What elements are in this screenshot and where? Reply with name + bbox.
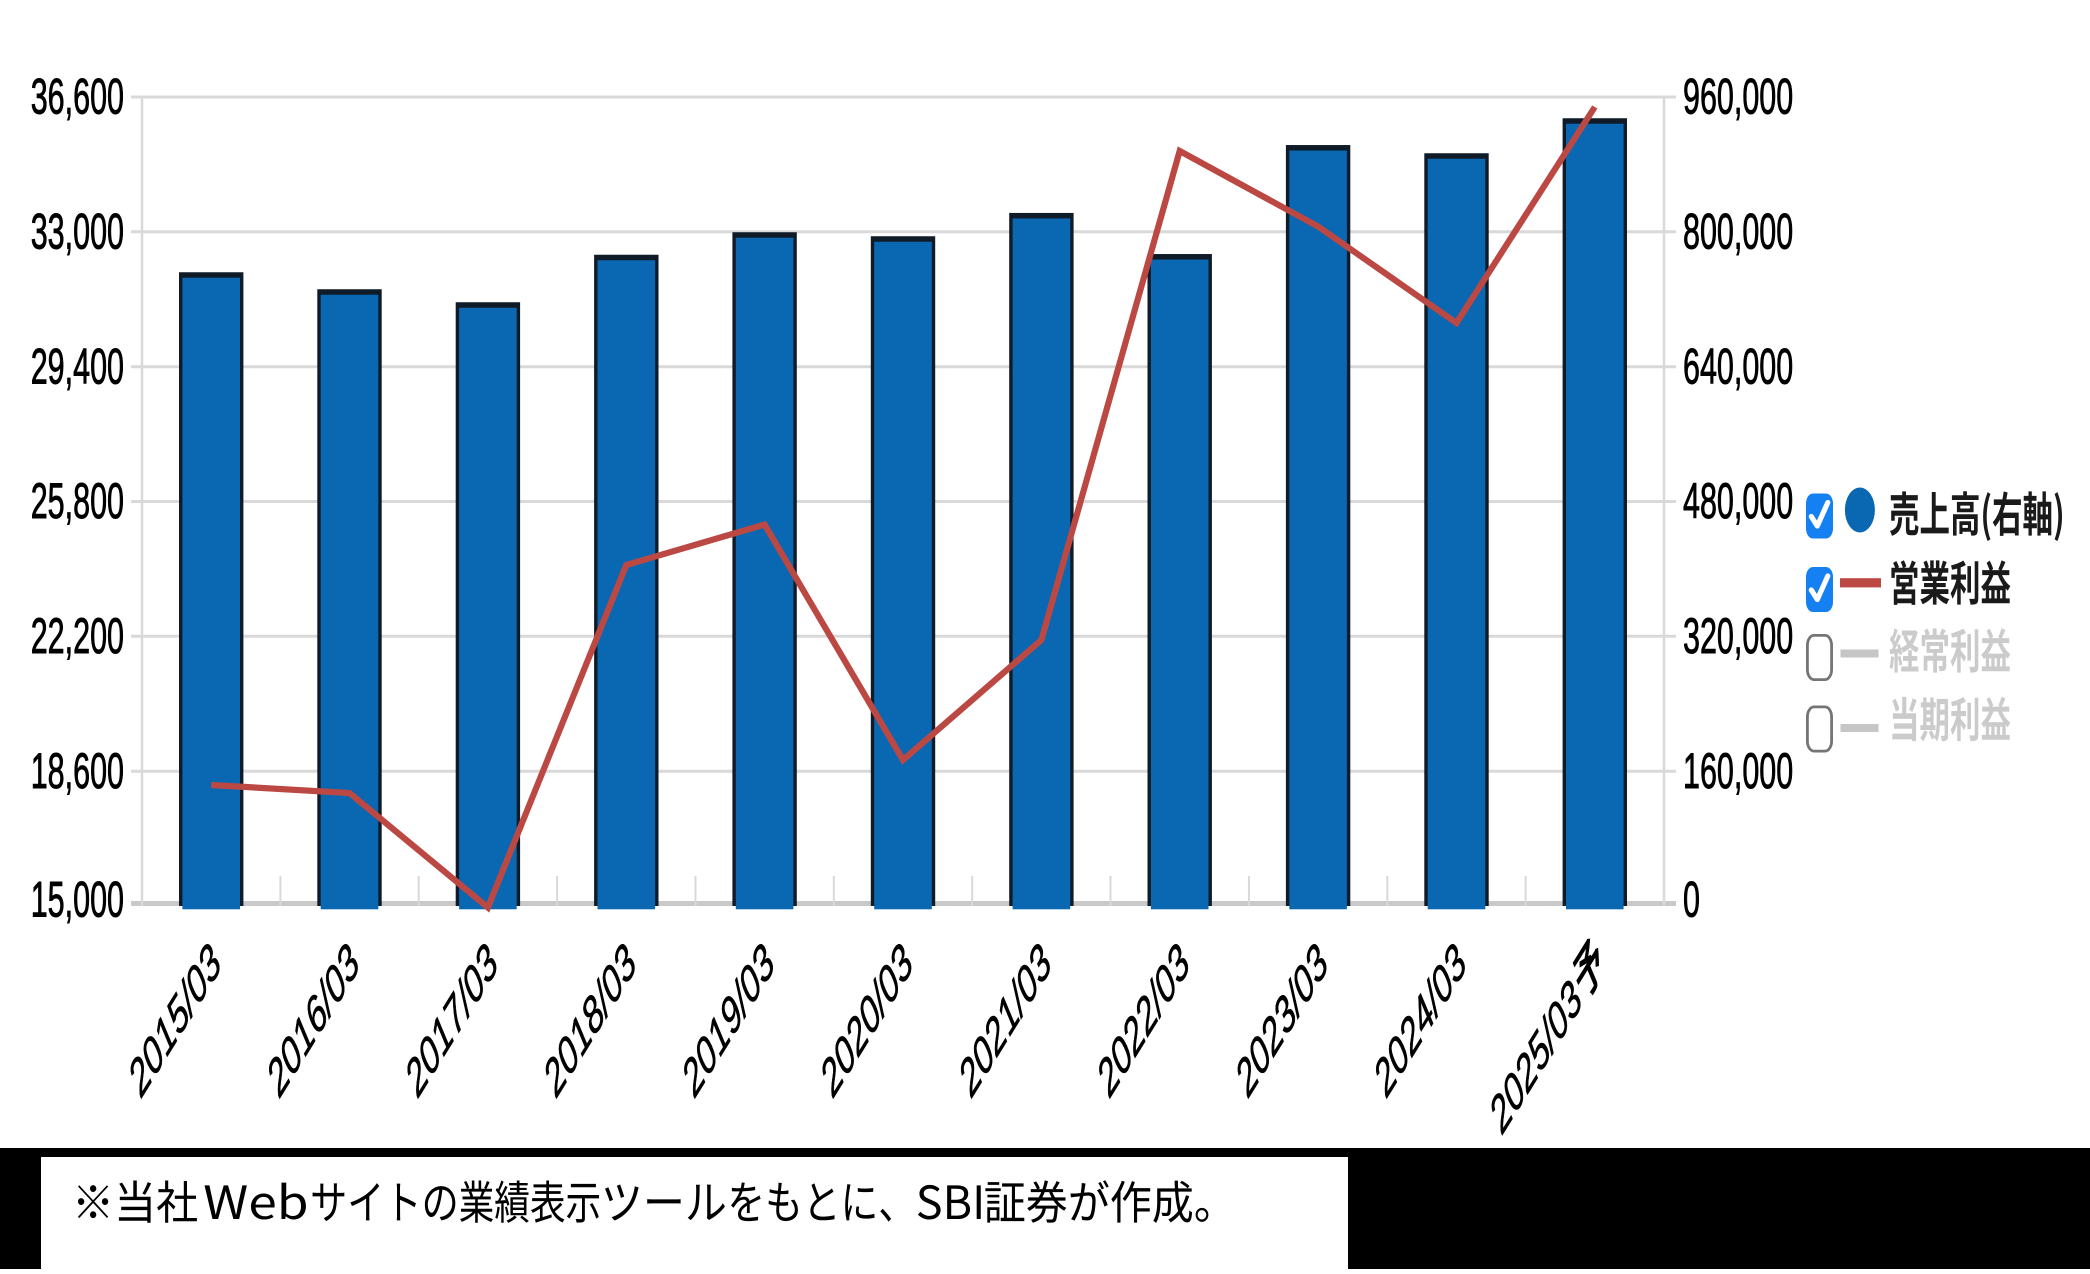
svg-text:25,800: 25,800: [31, 473, 124, 528]
svg-text:640,000: 640,000: [1683, 339, 1793, 394]
svg-text:800,000: 800,000: [1683, 204, 1793, 259]
svg-text:320,000: 320,000: [1683, 608, 1793, 663]
svg-text:480,000: 480,000: [1683, 473, 1793, 528]
svg-text:0: 0: [1683, 872, 1700, 927]
svg-text:18,600: 18,600: [31, 743, 124, 798]
svg-text:22,200: 22,200: [31, 608, 124, 663]
svg-text:960,000: 960,000: [1683, 69, 1793, 124]
svg-text:160,000: 160,000: [1683, 743, 1793, 798]
svg-text:15,000: 15,000: [31, 872, 124, 927]
svg-text:29,400: 29,400: [31, 339, 124, 394]
svg-text:36,600: 36,600: [31, 69, 124, 124]
svg-text:33,000: 33,000: [31, 204, 124, 259]
